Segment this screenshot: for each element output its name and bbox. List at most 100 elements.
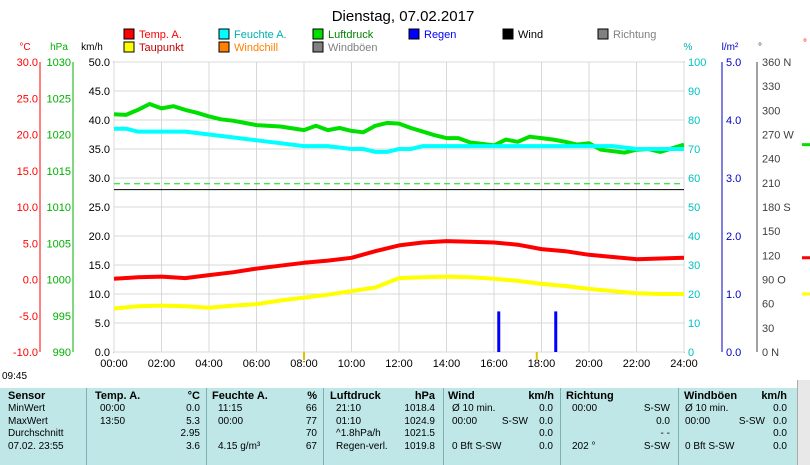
summary-cell: 0.0	[773, 428, 787, 440]
temp-tick-label: 25.0	[17, 93, 38, 105]
summary-cell: 0.0	[539, 428, 553, 440]
summary-row: 07.02. 23:55 3.6 4.15 g/m³ 67 Regen-verl. 101…	[0, 441, 800, 454]
legend-swatch	[502, 28, 514, 40]
summary-cell: ^1.8hPa/h	[336, 428, 381, 440]
summary-cell: 70	[305, 428, 317, 440]
summary-cell: S-SW	[643, 402, 670, 414]
summary-cell: S-SW	[738, 415, 765, 427]
x-tick-label: 18:00	[528, 358, 556, 370]
pressure-axis-header: hPa	[50, 42, 68, 53]
summary-cell: 13:50	[100, 415, 126, 427]
legend-swatch	[312, 28, 324, 40]
current-time-label: 09:45	[2, 371, 28, 382]
temp-tick-label: 15.0	[17, 166, 38, 178]
summary-cell: 0.0	[539, 415, 553, 427]
wind-tick-label: 10.0	[89, 289, 110, 301]
summary-cell: 01:10	[336, 415, 362, 427]
temp-tick-label: -5.0	[19, 311, 38, 323]
summary-cell: 3.6	[186, 441, 200, 453]
legend-label: Feuchte A.	[234, 29, 287, 41]
summary-header: Windböen	[684, 390, 738, 402]
pressure-tick-label: 1005	[47, 238, 71, 250]
legend-label: Windchill	[234, 42, 278, 54]
legend-label: Taupunkt	[139, 42, 184, 54]
rain-axis-header: l/m²	[722, 42, 739, 53]
series-line-temp-a	[113, 239, 685, 281]
direction-tick-label: 120	[762, 250, 780, 262]
wind-tick-label: 45.0	[89, 86, 110, 98]
pressure-tick-label: 1000	[47, 275, 71, 287]
legend-swatch	[408, 28, 420, 40]
summary-cell: 21:10	[336, 402, 362, 414]
summary-cell: 00:00	[685, 415, 711, 427]
summary-cell: 1024.9	[404, 415, 435, 427]
legend-swatch	[218, 41, 230, 53]
legend-label: Richtung	[613, 29, 656, 41]
x-tick-label: 02:00	[148, 358, 176, 370]
direction-tick-label: 360 N	[762, 57, 791, 69]
direction-tick-label: 300	[762, 105, 780, 117]
column-divider	[206, 388, 207, 465]
summary-cell: 00:00	[572, 402, 598, 414]
summary-header: km/h	[761, 390, 787, 402]
legend-label: Luftdruck	[328, 29, 374, 41]
legend-swatch	[123, 41, 135, 53]
summary-row-label: MaxWert	[8, 415, 48, 427]
direction-axis-header: °	[758, 42, 762, 53]
summary-cell: 0 Bft S-SW	[685, 441, 735, 453]
wind-tick-label: 50.0	[89, 57, 110, 69]
wind-tick-label: 30.0	[89, 173, 110, 185]
column-divider	[86, 388, 87, 465]
summary-header-row: Sensor Temp. A. °C Feuchte A.% Luftdruck hPa W…	[0, 390, 800, 403]
pressure-tick-label: 1010	[47, 202, 71, 214]
summary-cell: 00:00	[452, 415, 478, 427]
rain-bar	[497, 311, 501, 352]
wind-axis-header: km/h	[81, 42, 103, 53]
right-axis-header: °	[803, 38, 807, 49]
summary-header: °C	[187, 390, 200, 402]
legend-label: Windböen	[328, 42, 378, 54]
summary-cell: S-SW	[643, 441, 670, 453]
humidity-tick-label: 60	[688, 173, 700, 185]
summary-cell: S-SW	[501, 415, 528, 427]
pressure-tick-label: 990	[53, 347, 71, 359]
direction-tick-label: 30	[762, 323, 774, 335]
rain-tick-label: 0.0	[726, 347, 741, 359]
humidity-tick-label: 0	[688, 347, 694, 359]
rain-tick-label: 5.0	[726, 57, 741, 69]
summary-header: Wind	[448, 390, 475, 402]
wind-tick-label: 5.0	[95, 318, 110, 330]
humidity-tick-label: 70	[688, 144, 700, 156]
chart-title: Dienstag, 07.02.2017	[332, 8, 475, 25]
summary-cell: 0.0	[773, 415, 787, 427]
x-tick-label: 06:00	[243, 358, 271, 370]
summary-row-label: Durchschnitt	[8, 428, 64, 440]
legend-label: Temp. A.	[139, 29, 182, 41]
vertical-scrollbar[interactable]	[797, 380, 810, 465]
rain-tick-label: 1.0	[726, 289, 741, 301]
temp-tick-label: 0.0	[23, 275, 38, 287]
legend-swatch	[597, 28, 609, 40]
humidity-tick-label: 30	[688, 260, 700, 272]
x-tick-label: 14:00	[433, 358, 461, 370]
x-tick-label: 12:00	[385, 358, 413, 370]
humidity-axis-header: %	[684, 42, 693, 53]
summary-cell: 00:00	[100, 402, 126, 414]
summary-cell: 11:15	[218, 402, 243, 414]
chart-legend: Temp. A. Feuchte A. Luftdruck Regen Wind Rich…	[123, 28, 656, 54]
wind-tick-label: 40.0	[89, 115, 110, 127]
temp-tick-label: 30.0	[17, 57, 38, 69]
summary-row-label: MinWert	[8, 402, 46, 414]
summary-cell: 4.15 g/m³	[218, 441, 261, 453]
wind-tick-label: 25.0	[89, 202, 110, 214]
summary-cell: 0.0	[539, 441, 553, 453]
summary-cell: 0.0	[656, 415, 670, 427]
summary-table: Sensor Temp. A. °C Feuchte A.% Luftdruck hPa W…	[0, 388, 810, 465]
pressure-tick-label: 1030	[47, 57, 71, 69]
legend-swatch	[123, 28, 135, 40]
summary-header: %	[307, 390, 317, 402]
summary-cell: 0.0	[773, 402, 787, 414]
plot-area	[113, 102, 810, 360]
weather-chart: Dienstag, 07.02.2017 Temp. A. Feuchte A. L…	[13, 8, 810, 370]
summary-cell: 66	[305, 402, 317, 414]
